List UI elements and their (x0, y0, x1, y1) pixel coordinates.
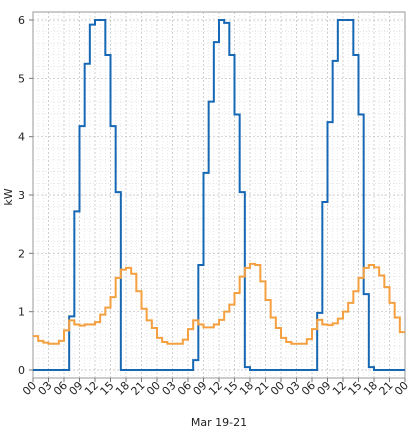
x-tick-label: 00 (392, 379, 411, 398)
y-tick-label: 5 (18, 72, 25, 85)
y-axis-title: kW (2, 188, 15, 205)
y-tick-label: 1 (18, 306, 25, 319)
x-axis-ticks: 0003060912151821000306091215182100030609… (20, 378, 411, 398)
series-line-2 (33, 262, 405, 345)
y-tick-label: 6 (18, 14, 25, 27)
y-tick-label: 4 (18, 131, 25, 144)
y-tick-label: 2 (18, 247, 25, 260)
x-axis-title: Mar 19-21 (191, 416, 247, 429)
series-layer (33, 19, 405, 371)
series-line-1 (33, 19, 405, 371)
y-tick-label: 3 (18, 189, 25, 202)
major-gridlines (32, 12, 406, 378)
y-tick-label: 0 (18, 364, 25, 377)
y-axis-ticks: 0 1 2 3 4 5 6 (18, 14, 33, 377)
